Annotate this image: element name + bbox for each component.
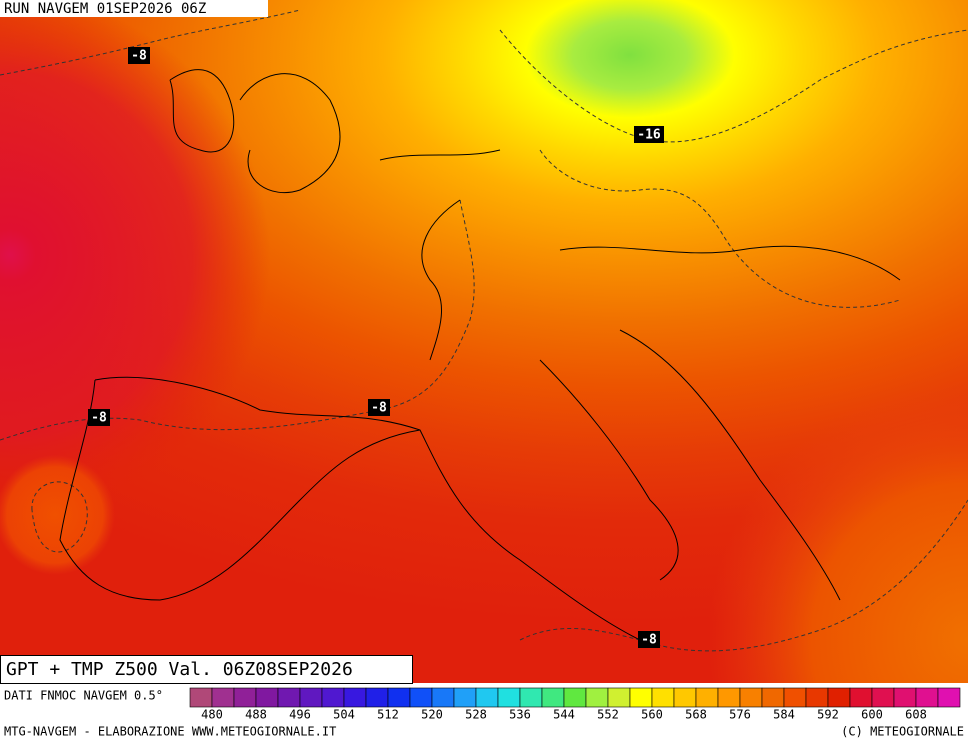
color-swatch (585, 687, 609, 708)
legend-tick-label: 528 (465, 708, 487, 722)
color-swatch (563, 687, 587, 708)
legend: 480 488 496 504 512 520 528 536 544 552 560 568 576 5… (189, 687, 961, 722)
legend-tick-label: 600 (861, 708, 883, 722)
color-swatch (211, 687, 235, 708)
color-swatch (827, 687, 851, 708)
color-swatch (431, 687, 455, 708)
contour-text: -8 (371, 401, 387, 416)
title-box (0, 655, 413, 684)
color-swatch (497, 687, 521, 708)
contour-text: -8 (131, 49, 147, 64)
legend-tick-label: 504 (333, 708, 355, 722)
color-swatch (189, 687, 213, 708)
color-swatch (761, 687, 785, 708)
contour-label: -8 (638, 631, 660, 648)
contour-label: -8 (128, 47, 150, 64)
color-swatch (321, 687, 345, 708)
color-swatch (387, 687, 411, 708)
color-swatch (519, 687, 543, 708)
header-box (0, 0, 268, 17)
warm-area (700, 380, 968, 683)
legend-tick-label: 488 (245, 708, 267, 722)
contour-label: -16 (634, 126, 664, 143)
legend-tick-label: 592 (817, 708, 839, 722)
legend-tick-label: 536 (509, 708, 531, 722)
color-swatch (277, 687, 301, 708)
color-swatch (541, 687, 565, 708)
color-swatch (607, 687, 631, 708)
legend-tick-label: 512 (377, 708, 399, 722)
contour-text: -8 (641, 633, 657, 648)
map-title: GPT + TMP Z500 Val. 06Z08SEP2026 (6, 659, 353, 680)
color-swatch (453, 687, 477, 708)
color-swatch (673, 687, 697, 708)
legend-tick-label: 608 (905, 708, 927, 722)
color-swatch (695, 687, 719, 708)
run-label: RUN NAVGEM 01SEP2026 06Z (4, 1, 206, 17)
legend-tick-label: 568 (685, 708, 707, 722)
contour-text: -16 (637, 128, 661, 143)
legend-tick-label: 584 (773, 708, 795, 722)
copyright: (C) METEOGIORNALE (841, 725, 964, 739)
contour-label: -8 (88, 409, 110, 426)
legend-tick-label: 544 (553, 708, 575, 722)
legend-tick-label: 480 (201, 708, 223, 722)
color-swatch (893, 687, 917, 708)
color-swatch (629, 687, 653, 708)
color-swatch (343, 687, 367, 708)
color-swatch (651, 687, 675, 708)
credit: MTG-NAVGEM - ELABORAZIONE WWW.METEOGIORN… (4, 725, 336, 739)
color-swatch (871, 687, 895, 708)
legend-tick-label: 496 (289, 708, 311, 722)
color-swatch (299, 687, 323, 708)
color-swatch (255, 687, 279, 708)
legend-tick-label: 560 (641, 708, 663, 722)
color-swatch (805, 687, 829, 708)
legend-tick-label: 552 (597, 708, 619, 722)
color-swatch (849, 687, 873, 708)
color-swatch (937, 687, 961, 708)
color-swatch (365, 687, 389, 708)
coastlines (59, 69, 901, 641)
color-swatch (475, 687, 499, 708)
color-swatch (233, 687, 257, 708)
legend-tick-label: 576 (729, 708, 751, 722)
color-swatch (783, 687, 807, 708)
color-swatch (915, 687, 939, 708)
color-swatch (739, 687, 763, 708)
color-swatch (717, 687, 741, 708)
legend-tick-label: 520 (421, 708, 443, 722)
contour-text: -8 (91, 411, 107, 426)
color-swatch (409, 687, 433, 708)
source: DATI FNMOC NAVGEM 0.5° (4, 689, 163, 703)
contour-label: -8 (368, 399, 390, 416)
